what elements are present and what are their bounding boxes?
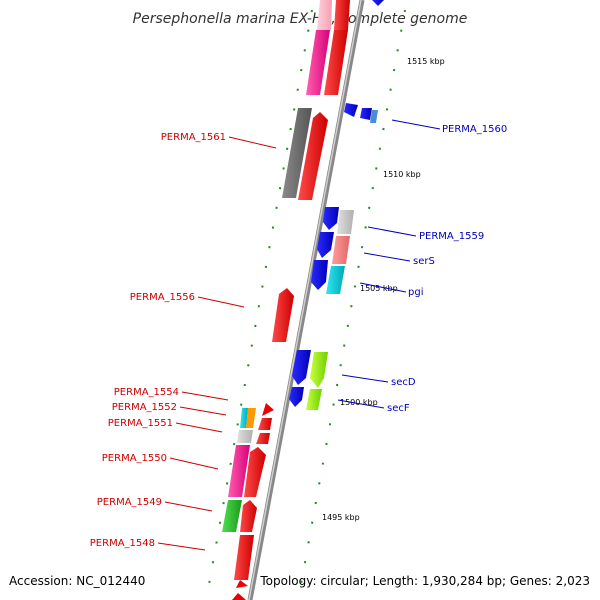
map-title: Persephonella marina EX-H1, complete gen… [133, 11, 468, 27]
label-leader-line [179, 406, 227, 416]
gene-label-secd[interactable]: secD [391, 377, 416, 388]
tick-row-outer [299, 9, 406, 591]
label-leader-line [181, 391, 229, 401]
gene-feature-red-arrow[interactable] [256, 433, 270, 444]
gene-label-pgi[interactable]: pgi [408, 287, 423, 298]
gene-feature-blue-perma-1559[interactable] [323, 207, 339, 230]
gene-feature-cyan-pgi[interactable] [326, 266, 345, 294]
scale-label: 1505 kbp [360, 284, 398, 293]
gene-feature-grey-perma-1551[interactable] [237, 430, 253, 443]
gene-feature-grey-perma-1561[interactable] [282, 108, 312, 198]
gene-label-secf[interactable]: secF [387, 403, 410, 414]
scale-labels: 1515 kbp 1510 kbp 1505 kbp 1500 kbp 1495… [322, 57, 445, 522]
gene-feature-red-arrow[interactable] [236, 580, 248, 588]
gene-feature-red[interactable] [298, 112, 328, 200]
gene-feature-steelblue[interactable] [370, 110, 378, 123]
gene-feature-red-perma-1556[interactable] [272, 288, 294, 342]
gene-feature-red[interactable] [240, 500, 257, 532]
genome-backbone-highlight [248, 0, 362, 600]
label-leader-line [337, 399, 385, 409]
reverse-gene-label-texts: PERMA_1560 PERMA_1559 serS pgi secD secF [387, 124, 507, 414]
forward-gene-label-texts: PERMA_1561 PERMA_1556 PERMA_1554 PERMA_1… [90, 132, 226, 549]
gene-label-perma-1550[interactable]: PERMA_1550 [102, 453, 167, 464]
label-leader-line [169, 457, 219, 470]
tick-row-inner [207, 9, 313, 591]
gene-label-perma-1554[interactable]: PERMA_1554 [114, 387, 179, 398]
label-leader-line [363, 252, 411, 262]
scale-label: 1495 kbp [322, 513, 360, 522]
scale-label: 1510 kbp [383, 170, 421, 179]
label-leader-line [391, 119, 441, 130]
gene-label-perma-1561[interactable]: PERMA_1561 [161, 132, 226, 143]
gene-label-perma-1559[interactable]: PERMA_1559 [419, 231, 484, 242]
gene-feature-lightgrey-perma-1559[interactable] [337, 210, 354, 234]
label-leader-line [157, 542, 206, 551]
gene-feature-blue-secf[interactable] [289, 387, 304, 407]
label-leader-line [197, 296, 245, 308]
genome-summary: Topology: circular; Length: 1,930,284 bp… [259, 574, 590, 588]
label-leader-line [164, 501, 213, 512]
gene-feature-red-arrow[interactable] [262, 403, 274, 416]
gene-feature-lime-secf[interactable] [306, 389, 322, 410]
gene-label-sers[interactable]: serS [413, 256, 435, 267]
label-leader-line [175, 422, 223, 433]
gene-feature-pink[interactable] [306, 30, 330, 95]
gene-feature-red-arrow[interactable] [258, 418, 272, 430]
scale-label: 1500 kbp [340, 398, 378, 407]
label-leader-line [341, 374, 389, 383]
label-leader-line [228, 136, 277, 149]
gene-feature-red-top[interactable] [334, 0, 350, 30]
reverse-gene-labels [337, 119, 441, 409]
label-leader-line [367, 226, 417, 237]
scale-label: 1515 kbp [407, 57, 445, 66]
gene-feature-orange-perma-1552[interactable] [246, 408, 256, 428]
gene-label-perma-1549[interactable]: PERMA_1549 [97, 497, 162, 508]
label-leader-line [359, 282, 407, 293]
gene-feature-blue-perma-1560[interactable] [344, 103, 358, 117]
gene-feature-red-arrow[interactable] [232, 593, 246, 600]
gene-feature-lime-secd[interactable] [310, 352, 328, 388]
forward-gene-labels [157, 136, 277, 551]
gene-label-perma-1552[interactable]: PERMA_1552 [112, 402, 177, 413]
gene-feature-salmon-sers[interactable] [332, 236, 350, 264]
gene-feature-blue[interactable] [360, 108, 372, 120]
gene-feature-blue[interactable] [317, 232, 334, 258]
gene-label-perma-1551[interactable]: PERMA_1551 [108, 418, 173, 429]
gene-feature-blue[interactable] [311, 260, 328, 290]
accession-label: Accession: NC_012440 [9, 574, 145, 588]
genome-backbone [247, 0, 365, 600]
gene-feature-green-perma-1549[interactable] [222, 500, 242, 532]
gene-feature-red-perma-1548[interactable] [234, 535, 254, 580]
gene-feature-lightpink[interactable] [317, 0, 332, 30]
gene-label-perma-1556[interactable]: PERMA_1556 [130, 292, 195, 303]
reverse-strand-genes [289, 0, 384, 410]
forward-strand-genes [222, 0, 350, 600]
gene-label-perma-1548[interactable]: PERMA_1548 [90, 538, 155, 549]
gene-feature-blue-top[interactable] [372, 0, 384, 6]
gene-feature-red[interactable] [324, 30, 348, 95]
gene-feature-red[interactable] [244, 447, 266, 497]
gene-feature-cyan-perma-1554[interactable] [240, 408, 248, 428]
gene-label-perma-1560[interactable]: PERMA_1560 [442, 124, 507, 135]
gene-feature-blue-secd[interactable] [292, 350, 311, 385]
gene-feature-pink-perma-1550[interactable] [228, 445, 250, 497]
